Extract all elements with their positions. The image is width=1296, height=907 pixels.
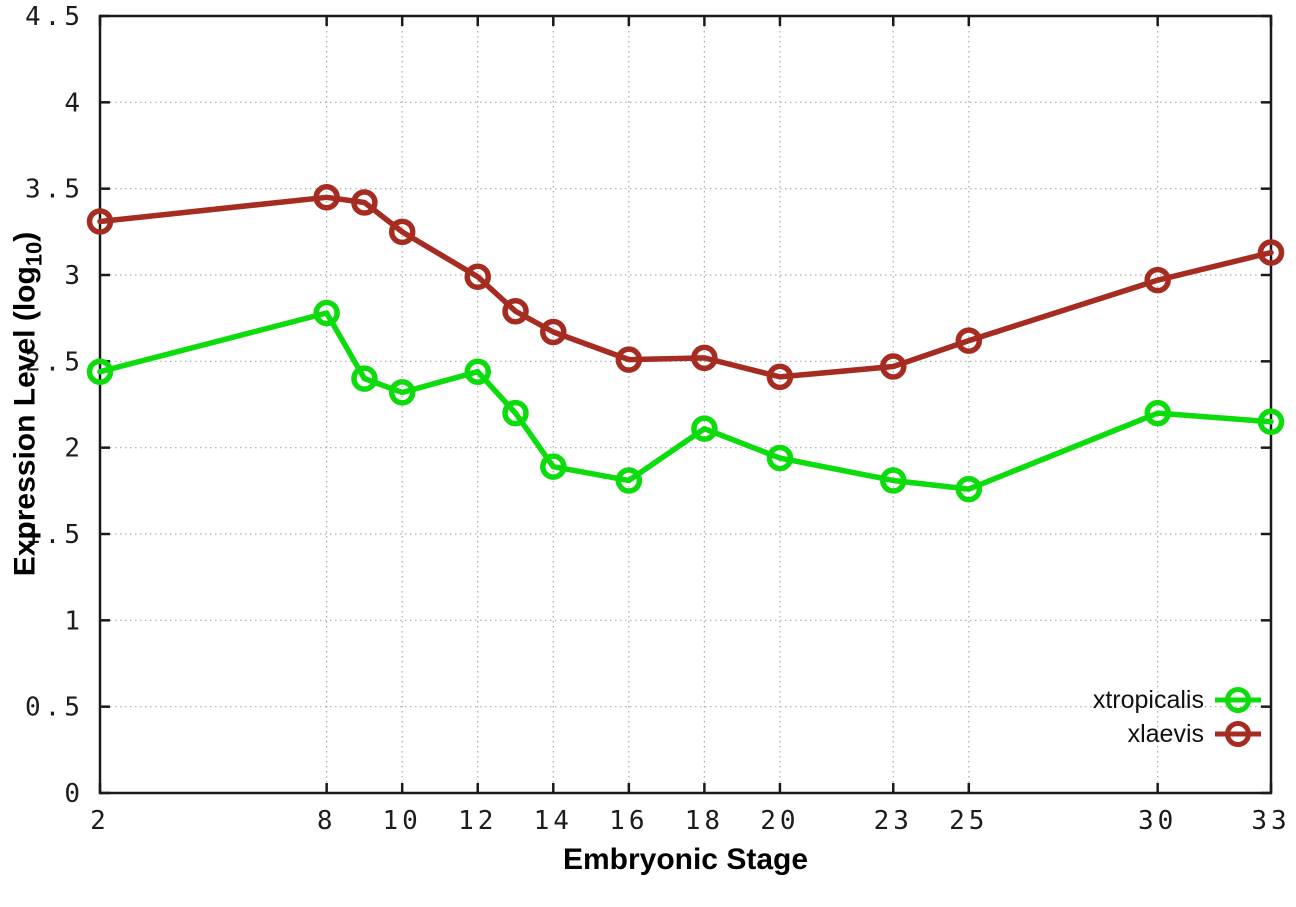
data-point-xtropicalis xyxy=(351,365,378,392)
data-point-xlaevis xyxy=(1257,239,1285,266)
data-point-xlaevis xyxy=(540,318,567,346)
x-tick-label: 14 xyxy=(534,806,573,836)
data-point-xtropicalis xyxy=(615,467,643,494)
data-point-xlaevis xyxy=(880,353,907,380)
legend-point-sample xyxy=(1225,721,1251,747)
legend-point-sample xyxy=(1225,687,1251,713)
data-point-xtropicalis xyxy=(388,379,416,406)
x-tick-label: 33 xyxy=(1251,806,1290,836)
legend-item-xtropicalis: xtropicalis xyxy=(1093,684,1262,716)
data-point-xtropicalis xyxy=(464,358,491,385)
data-point-xtropicalis xyxy=(1144,399,1171,427)
y-tick-label: 1.5 xyxy=(25,520,84,550)
data-point-xlaevis xyxy=(464,263,491,290)
x-tick-label: 30 xyxy=(1138,806,1177,836)
y-axis-title-text: Expression Level (log xyxy=(8,266,42,577)
y-tick-label: 3 xyxy=(64,261,84,291)
series-line-xlaevis xyxy=(97,194,1274,380)
data-point-xlaevis xyxy=(86,208,114,235)
data-point-xtropicalis xyxy=(691,415,718,442)
data-point-xlaevis xyxy=(502,298,529,325)
data-point-xlaevis xyxy=(388,218,416,246)
y-tick-label: 2.5 xyxy=(25,347,84,377)
x-tick-label: 10 xyxy=(383,806,422,836)
data-point-xtropicalis xyxy=(313,299,340,327)
y-tick-label: 0.5 xyxy=(25,693,84,723)
x-axis-title: Embryonic Stage xyxy=(562,843,809,876)
x-tick-label: 8 xyxy=(317,806,337,836)
x-tick-label: 23 xyxy=(874,806,913,836)
data-point-xlaevis xyxy=(691,344,718,372)
data-point-xlaevis xyxy=(351,189,378,216)
data-point-xtropicalis xyxy=(955,475,983,503)
y-tick-label: 2 xyxy=(64,434,84,464)
y-axis-title-close: ) xyxy=(8,231,42,242)
data-point-xlaevis xyxy=(313,184,340,211)
y-tick-label: 1 xyxy=(64,606,84,636)
legend-label: xtropicalis xyxy=(1092,686,1204,714)
series-line-xtropicalis xyxy=(97,310,1274,492)
legend-item-xlaevis: xlaevis xyxy=(1128,718,1262,750)
data-point-xtropicalis xyxy=(880,467,907,494)
x-tick-label: 25 xyxy=(949,806,988,836)
x-tick-label: 2 xyxy=(90,806,110,836)
data-point-xtropicalis xyxy=(86,358,114,385)
series-marker-icon xyxy=(1215,721,1261,747)
legend-label: xlaevis xyxy=(1127,720,1204,748)
data-point-xlaevis xyxy=(766,363,794,391)
x-tick-label: 16 xyxy=(609,806,648,836)
y-tick-label: 4.5 xyxy=(25,2,84,32)
series-marker-icon xyxy=(1215,687,1261,713)
data-point-xtropicalis xyxy=(766,444,794,472)
plot-border xyxy=(98,14,1273,795)
legend: xtropicalis xlaevis xyxy=(1093,684,1262,750)
y-tick-label: 0 xyxy=(64,779,84,809)
data-point-xlaevis xyxy=(615,346,643,373)
y-axis-title: Expression Level (log10) xyxy=(9,232,48,577)
y-tick-label: 3.5 xyxy=(25,175,84,205)
y-axis-title-subscript: 10 xyxy=(21,241,47,267)
data-point-xtropicalis xyxy=(540,453,567,480)
data-point-xtropicalis xyxy=(502,399,529,427)
data-point-xlaevis xyxy=(955,327,983,354)
x-tick-label: 20 xyxy=(760,806,799,836)
data-point-xtropicalis xyxy=(1257,408,1285,436)
x-tick-label: 18 xyxy=(685,806,724,836)
y-tick-label: 4 xyxy=(64,88,84,118)
data-point-xlaevis xyxy=(1144,266,1171,294)
x-tick-label: 12 xyxy=(458,806,497,836)
